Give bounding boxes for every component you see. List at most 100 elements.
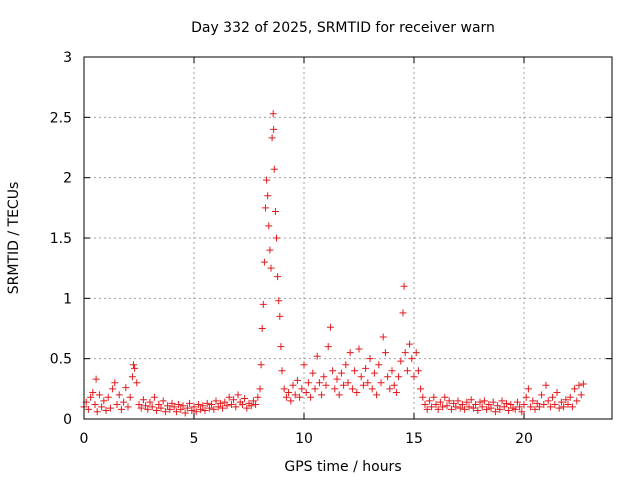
data-point [498,397,506,405]
chart-title: Day 332 of 2025, SRMTID for receiver war… [191,20,495,36]
data-point [260,258,268,266]
data-point [472,401,480,409]
data-point [386,385,394,393]
data-point [375,361,383,369]
data-point [262,204,269,212]
x-tick-label: 0 [80,431,89,447]
data-point [122,384,130,392]
data-point [271,207,279,215]
data-point [520,401,528,409]
data-point [164,402,172,410]
data-point [364,379,372,387]
data-point [551,401,559,409]
data-point [298,385,306,393]
data-point [432,401,440,409]
data-point [353,388,361,396]
data-point [190,403,198,411]
data-point [238,401,246,409]
data-point [549,393,557,401]
data-point [315,379,323,387]
data-point [133,379,141,387]
data-point [568,403,576,411]
data-point [447,405,455,413]
data-point [252,401,260,409]
data-point [329,367,337,375]
x-tick-label: 10 [295,431,313,447]
data-point [258,325,266,332]
data-point [188,407,196,415]
data-point [214,403,222,411]
data-point [575,381,583,389]
data-point [379,333,387,341]
axis-ticks: 0 0.5 1 1.5 2 2.5 3 0 5 10 15 20 [50,50,612,447]
data-point [450,399,458,407]
data-point [392,388,400,396]
data-point [544,397,552,405]
data-point [538,391,546,399]
data-point [126,393,134,401]
data-point [212,397,220,405]
data-point [434,405,442,413]
data-point [232,403,240,411]
data-point [302,388,310,396]
data-point [170,403,178,411]
data-point [355,345,363,353]
y-tick-label: 0.5 [50,352,72,368]
data-point [225,393,233,401]
data-point [275,297,283,305]
data-point [465,403,473,411]
data-point [106,404,114,412]
data-point [264,192,272,200]
data-point [522,393,530,401]
data-point [500,403,508,411]
data-point [309,369,317,377]
data-point [124,403,132,411]
data-point [320,373,328,381]
data-point [337,369,345,377]
data-point [516,403,524,411]
data-point [186,399,194,407]
data-point [199,402,207,410]
data-point [535,403,543,411]
data-point [483,405,491,413]
data-point [443,402,451,410]
data-point [388,367,396,375]
data-point [111,379,119,387]
data-point [390,381,398,389]
data-point [234,391,242,399]
data-point [377,379,385,387]
data-point [441,393,449,401]
data-point [91,401,99,409]
data-point [478,403,486,411]
data-point [135,401,143,409]
data-point [267,264,275,272]
data-point [192,408,200,416]
data-point [265,222,273,230]
data-point [531,405,539,413]
data-point [331,385,339,393]
data-point [463,398,471,406]
data-point [183,404,191,412]
data-point [146,398,154,406]
data-point [562,396,570,404]
data-point [128,373,136,381]
data-point [168,399,176,407]
data-point [381,349,389,357]
data-point [557,398,565,406]
data-point [93,408,101,416]
data-point [397,357,405,365]
data-point [430,393,438,401]
data-point [208,401,216,409]
data-point [219,404,227,412]
data-point [175,401,183,409]
data-point [502,399,510,407]
data-point [254,393,262,401]
y-tick-label: 1.5 [50,231,72,247]
data-point [296,393,304,401]
y-tick-label: 0 [63,412,72,428]
data-point [194,401,202,409]
data-point [109,385,117,393]
data-point [421,401,429,409]
data-point [480,397,488,405]
data-point [403,367,411,375]
